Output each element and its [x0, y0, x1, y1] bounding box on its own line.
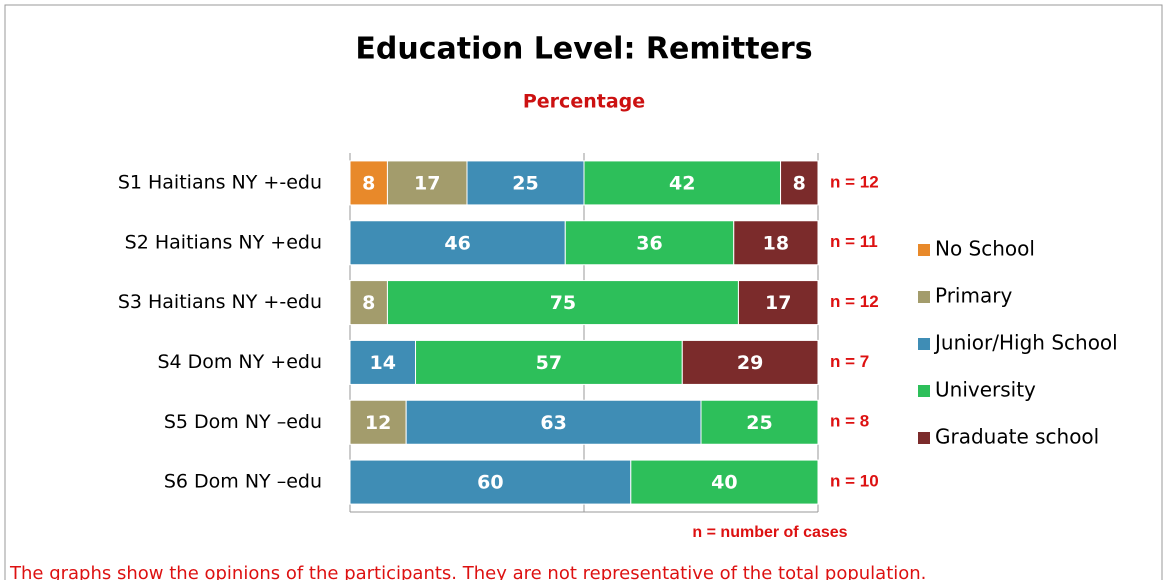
bar-segment — [630, 459, 819, 505]
bar-segment — [733, 220, 819, 266]
value-label: 8 — [362, 292, 375, 314]
chart-title: Education Level: Remitters — [355, 32, 812, 67]
bar-segment — [681, 339, 819, 385]
bar-segment — [564, 220, 735, 266]
value-label: 8 — [362, 172, 375, 194]
value-label: 14 — [370, 352, 396, 374]
legend-label: University — [935, 378, 1036, 402]
y-tick-label: S5 Dom NY –edu — [164, 411, 322, 433]
legend-label: Junior/High School — [933, 331, 1118, 355]
value-label: 8 — [793, 172, 806, 194]
legend-swatch — [918, 432, 930, 444]
value-label: 17 — [765, 292, 791, 314]
y-tick-label: S3 Haitians NY +-edu — [118, 291, 322, 313]
bar-segment — [386, 160, 468, 206]
y-tick-label: S4 Dom NY +edu — [157, 351, 322, 373]
value-label: 40 — [711, 472, 737, 494]
case-count: n = 12 — [830, 172, 879, 191]
y-tick-label: S6 Dom NY –edu — [164, 471, 322, 493]
value-label: 46 — [444, 232, 470, 254]
bar-segment — [349, 220, 566, 266]
value-label: 17 — [414, 172, 440, 194]
y-tick-label: S2 Haitians NY +edu — [125, 231, 322, 253]
legend-swatch — [918, 244, 930, 256]
legend-swatch — [918, 291, 930, 303]
bar-segment — [349, 399, 407, 445]
bar-segment — [700, 399, 819, 445]
bar-segment — [737, 280, 819, 326]
legend-swatch — [918, 338, 930, 350]
value-label: 57 — [536, 352, 562, 374]
value-label: 42 — [669, 172, 695, 194]
case-count: n = 8 — [830, 412, 869, 431]
legend-label: Primary — [935, 284, 1012, 308]
bar-segment — [349, 459, 632, 505]
bar-segment — [349, 160, 388, 206]
value-label: 12 — [365, 412, 391, 434]
value-label: 60 — [477, 472, 503, 494]
y-tick-label: S1 Haitians NY +-edu — [118, 171, 322, 193]
case-count: n = 11 — [830, 232, 878, 251]
value-label: 18 — [763, 232, 789, 254]
bar-segment — [349, 280, 388, 326]
value-label: 25 — [512, 172, 538, 194]
bar-segment — [405, 399, 702, 445]
legend-swatch — [918, 385, 930, 397]
chart-subtitle: Percentage — [523, 91, 645, 113]
bar-segment — [415, 339, 683, 385]
value-label: 29 — [737, 352, 763, 374]
bar-segment — [780, 160, 819, 206]
value-label: 25 — [746, 412, 772, 434]
legend-label: Graduate school — [935, 425, 1099, 449]
case-count: n = 10 — [830, 472, 879, 491]
case-count: n = 12 — [830, 292, 879, 311]
value-label: 75 — [550, 292, 576, 314]
footnote: The graphs show the opinions of the part… — [9, 563, 926, 580]
value-label: 36 — [636, 232, 662, 254]
case-note: n = number of cases — [692, 524, 847, 541]
value-label: 63 — [540, 412, 566, 434]
bar-segment — [349, 339, 417, 385]
legend-label: No School — [935, 237, 1035, 261]
case-count: n = 7 — [830, 352, 869, 371]
